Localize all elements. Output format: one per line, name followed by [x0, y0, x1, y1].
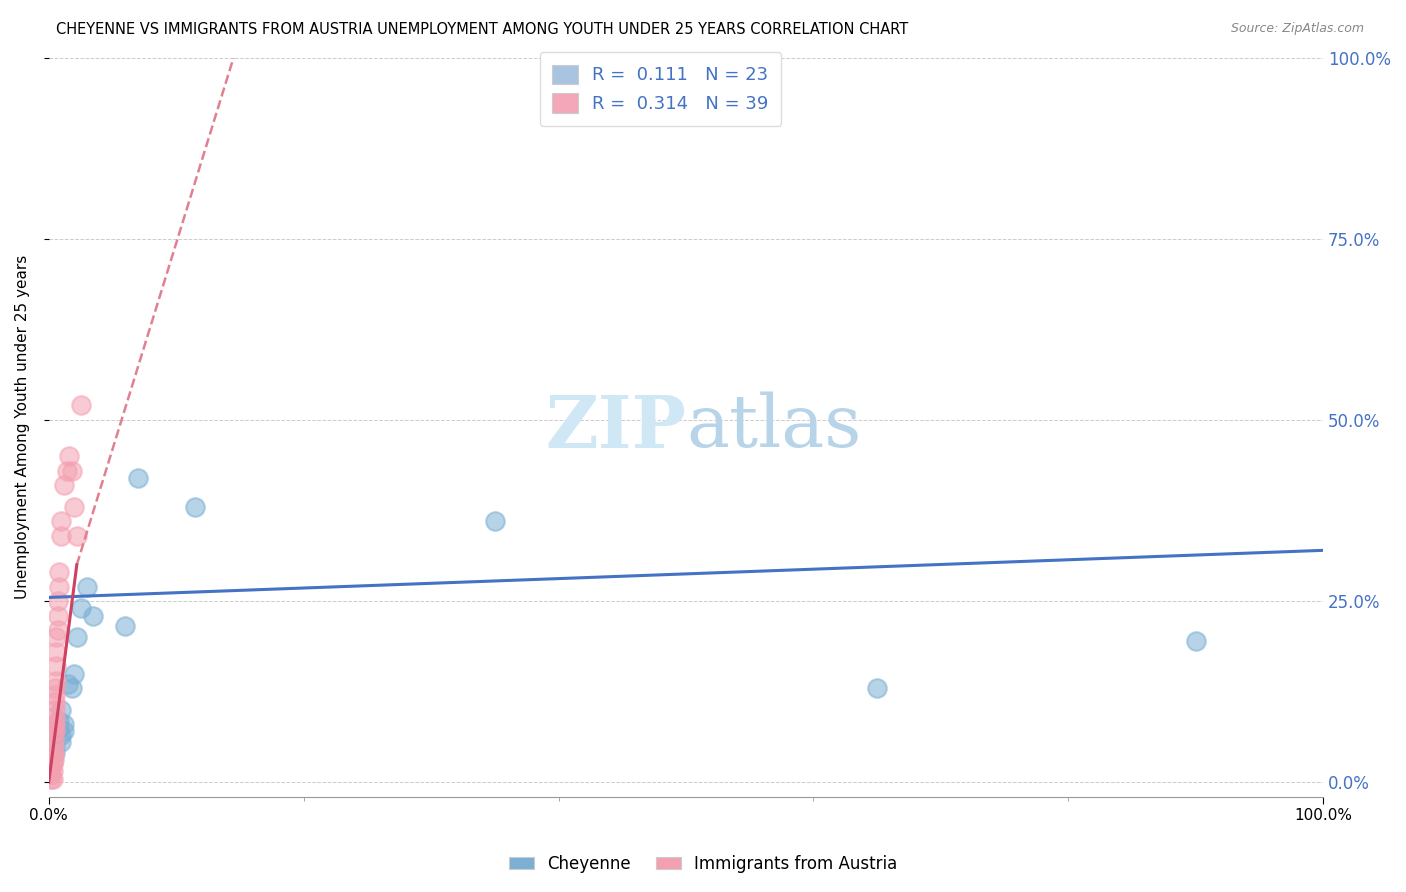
Point — [63, 666, 86, 681]
Point — [60, 464, 83, 478]
Point — [127, 471, 149, 485]
Point — [45, 659, 67, 673]
Point — [53, 478, 76, 492]
Point — [44, 681, 66, 695]
Point — [44, 746, 66, 760]
Point — [51, 529, 73, 543]
Point — [44, 710, 66, 724]
Point — [51, 703, 73, 717]
Point — [51, 514, 73, 528]
Point — [39, 772, 62, 786]
Point — [44, 696, 66, 710]
Point — [44, 724, 66, 739]
Point — [69, 601, 91, 615]
Text: atlas: atlas — [686, 392, 862, 462]
Point — [41, 757, 63, 772]
Point — [45, 673, 67, 688]
Point — [58, 449, 80, 463]
Point — [39, 761, 62, 775]
Point — [44, 739, 66, 753]
Legend: R =  0.111   N = 23, R =  0.314   N = 39: R = 0.111 N = 23, R = 0.314 N = 39 — [540, 52, 782, 126]
Point — [51, 735, 73, 749]
Text: CHEYENNE VS IMMIGRANTS FROM AUSTRIA UNEMPLOYMENT AMONG YOUTH UNDER 25 YEARS CORR: CHEYENNE VS IMMIGRANTS FROM AUSTRIA UNEM… — [56, 22, 908, 37]
Point — [41, 746, 63, 760]
Point — [114, 619, 136, 633]
Point — [42, 731, 65, 746]
Text: ZIP: ZIP — [546, 392, 686, 463]
Point — [1184, 634, 1206, 648]
Point — [866, 681, 889, 695]
Point — [44, 688, 66, 702]
Point — [42, 717, 65, 731]
Legend: Cheyenne, Immigrants from Austria: Cheyenne, Immigrants from Austria — [502, 848, 904, 880]
Text: Source: ZipAtlas.com: Source: ZipAtlas.com — [1230, 22, 1364, 36]
Point — [60, 681, 83, 695]
Point — [184, 500, 207, 514]
Point — [41, 772, 63, 786]
Point — [39, 768, 62, 782]
Point — [46, 608, 69, 623]
Point — [44, 717, 66, 731]
Point — [41, 754, 63, 768]
Point — [51, 728, 73, 742]
Point — [76, 580, 98, 594]
Point — [41, 764, 63, 779]
Point — [53, 717, 76, 731]
Point — [46, 623, 69, 637]
Point — [48, 580, 70, 594]
Point — [66, 529, 89, 543]
Y-axis label: Unemployment Among Youth under 25 years: Unemployment Among Youth under 25 years — [15, 255, 30, 599]
Point — [48, 721, 70, 735]
Point — [48, 565, 70, 579]
Point — [44, 703, 66, 717]
Point — [42, 724, 65, 739]
Point — [55, 464, 77, 478]
Point — [46, 594, 69, 608]
Point — [66, 630, 89, 644]
Point — [42, 739, 65, 753]
Point — [53, 724, 76, 739]
Point — [45, 630, 67, 644]
Point — [484, 514, 506, 528]
Point — [45, 645, 67, 659]
Point — [42, 746, 65, 760]
Point — [63, 500, 86, 514]
Point — [42, 754, 65, 768]
Point — [48, 714, 70, 728]
Point — [56, 677, 79, 691]
Point — [69, 399, 91, 413]
Point — [44, 724, 66, 739]
Point — [82, 608, 104, 623]
